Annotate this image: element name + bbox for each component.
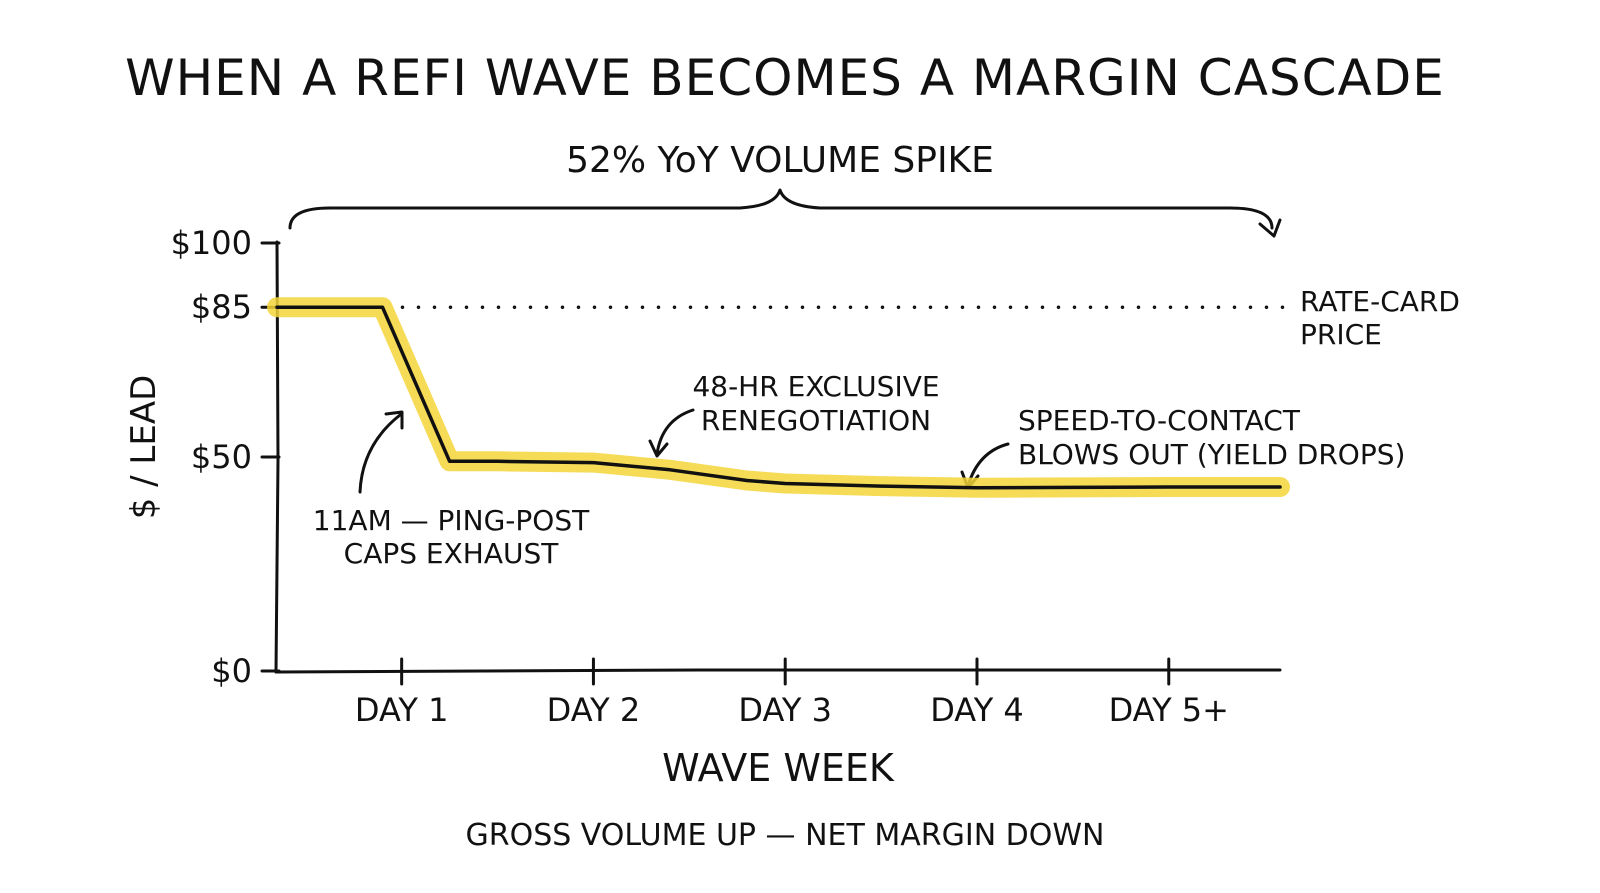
series-0-point-10 [1071, 485, 1075, 489]
volume-brace [288, 188, 1282, 238]
y-tick-label-2: $85 [191, 288, 252, 326]
series-0-point-5 [668, 468, 672, 472]
x-axis-label: WAVE WEEK [662, 746, 895, 790]
series-0-point-1 [380, 305, 384, 309]
annotation-1-arrow [358, 410, 404, 494]
series-0-point-0 [275, 305, 279, 309]
x-axis [274, 668, 1282, 674]
series-0-point-11 [1167, 485, 1171, 489]
annotation-2-arrow [648, 408, 695, 458]
brace-label: 52% YoY VOLUME SPIKE [566, 140, 994, 181]
annotation-3-line-1: SPEED-TO-CONTACT [1018, 404, 1301, 437]
annotation-1-line-1: 11AM — PING-POST [313, 504, 590, 537]
x-tick-label-2: DAY 3 [738, 691, 832, 729]
annotation-3-line-2: BLOWS OUT (YIELD DROPS) [1018, 438, 1405, 471]
annotation-2-line-2: RENEGOTIATION [701, 404, 931, 437]
chart-subtitle: GROSS VOLUME UP — NET MARGIN DOWN [465, 818, 1104, 853]
series-0-point-4 [591, 461, 595, 465]
annotation-2-line-1: 48-HR EXCLUSIVE [692, 370, 939, 403]
series-0-point-8 [879, 484, 883, 488]
series-0-point-2 [448, 459, 452, 463]
x-tick-label-0: DAY 1 [355, 691, 449, 729]
series-0-point-6 [745, 479, 749, 483]
series-0-point-12 [1278, 485, 1282, 489]
x-tick-label-4: DAY 5+ [1109, 691, 1229, 729]
series-0-point-9 [975, 486, 979, 490]
annotation-1-line-2: CAPS EXHAUST [344, 537, 560, 570]
series-0-point-7 [783, 482, 787, 486]
y-tick-label-1: $50 [191, 438, 252, 476]
y-axis-label: $ / LEAD [124, 375, 164, 520]
y-tick-label-0: $0 [211, 652, 252, 690]
series-0-point-3 [496, 459, 500, 463]
y-tick-label-3: $100 [171, 224, 252, 262]
reference-label-line-1: RATE-CARD [1300, 285, 1460, 318]
ticks-layer: $0 $50 $85 $100 DAY 1 DAY 2 DAY 3 DAY 4 DAY 5+ [171, 224, 1229, 729]
data-layer [267, 297, 1290, 498]
x-tick-label-1: DAY 2 [547, 691, 641, 729]
chart-title: WHEN A REFI WAVE BECOMES A MARGIN CASCAD… [125, 49, 1445, 107]
x-tick-label-3: DAY 4 [930, 691, 1024, 729]
reference-label-line-2: PRICE [1300, 318, 1382, 351]
